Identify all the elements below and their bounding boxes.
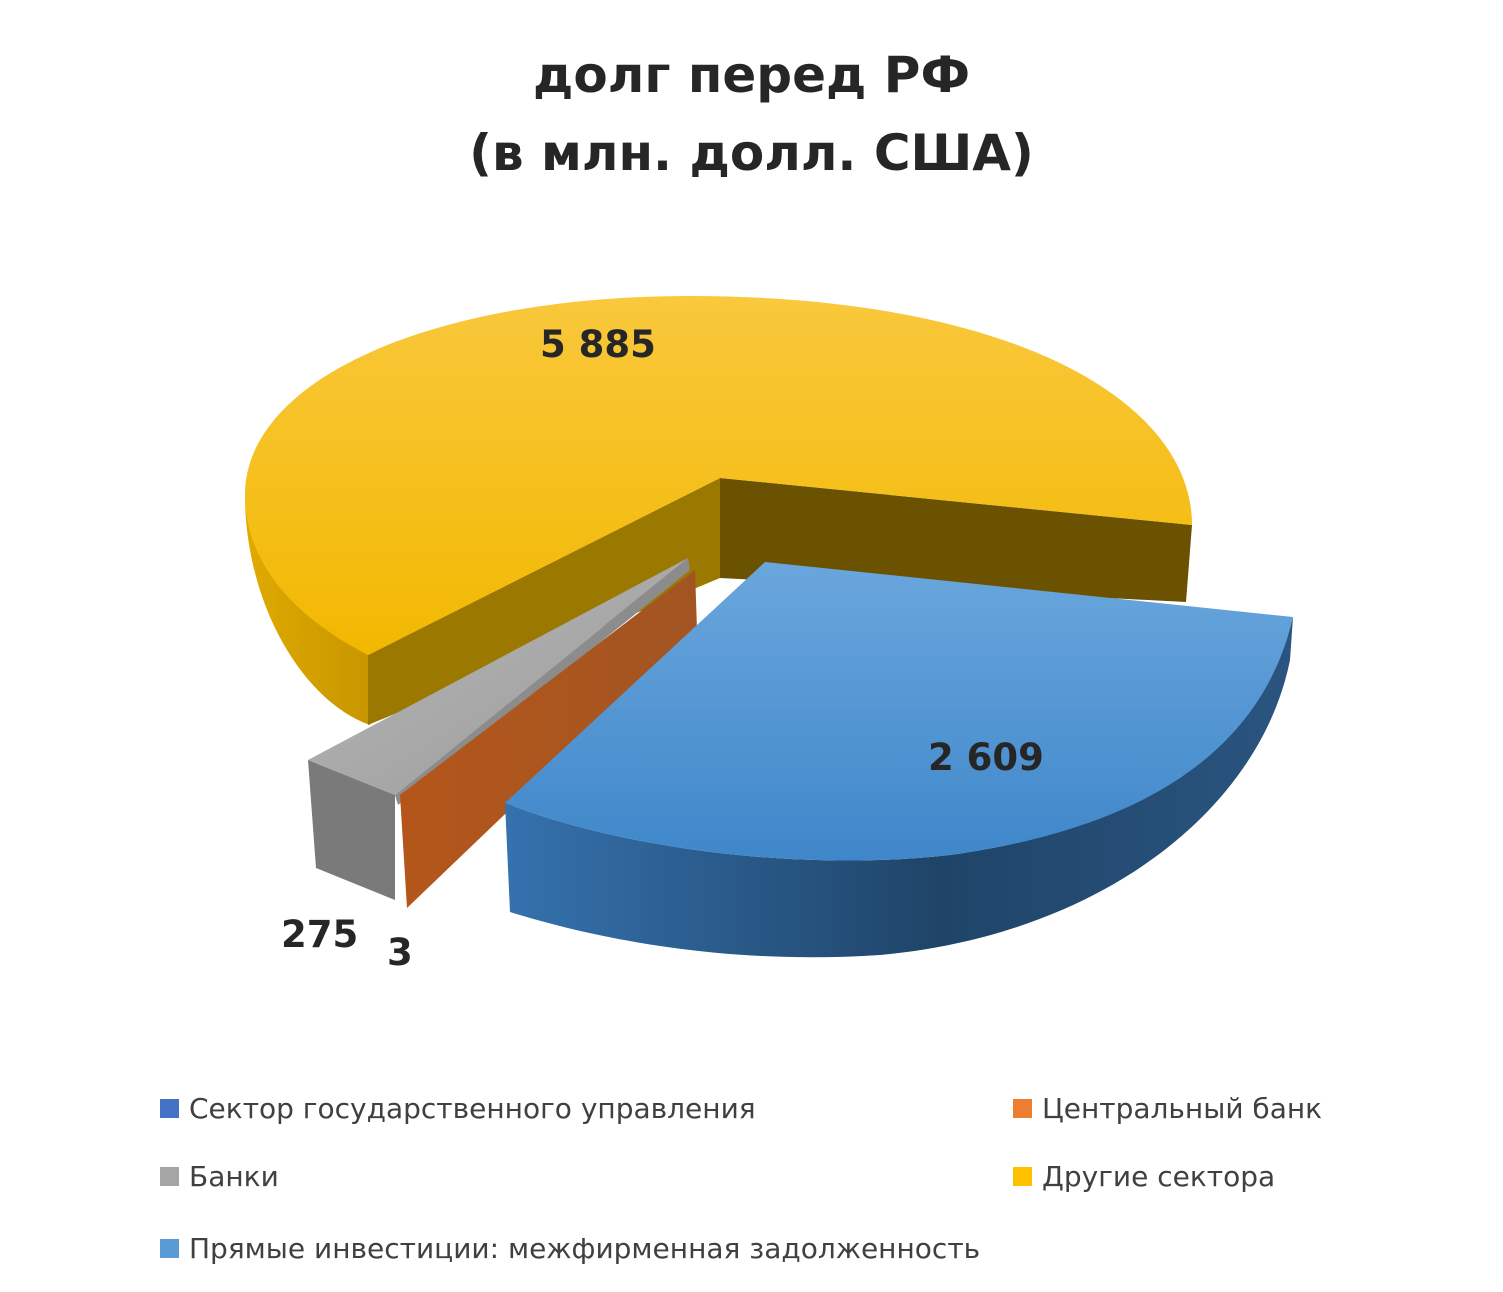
legend-item-sektor-gosupravleniya: Сектор государственного управления [160, 1088, 756, 1128]
legend-label-sektor-gosupravleniya: Сектор государственного управления [189, 1091, 756, 1125]
chart-subtitle-line: (в млн. долл. США) [469, 124, 1034, 182]
pie-slice-pryamye-investicii [505, 562, 1293, 958]
legend-swatch-drugie-sektora [1013, 1166, 1032, 1186]
legend-swatch-banki [160, 1166, 179, 1186]
legend-label-centralnyi-bank: Центральный банк [1042, 1091, 1323, 1125]
legend-item-centralnyi-bank: Центральный банк [1013, 1088, 1322, 1128]
pie-slice-drugie-sektora-inner-wall-front [368, 478, 720, 725]
chart-title: долг перед РФ (в млн. долл. США) [0, 36, 1503, 192]
pie-slice-centralnyi-bank [400, 570, 697, 908]
legend-item-drugie-sektora: Другие сектора [1013, 1156, 1275, 1196]
pie-slice-pryamye-investicii-outer-wall [505, 617, 1293, 958]
pie-slice-drugie-sektora-top [245, 296, 1192, 655]
legend-label-pryamye-investicii: Прямые инвестиции: межфирменная задолжен… [189, 1231, 981, 1265]
data-label-pryamye-investicii: 2 609 [928, 736, 1044, 779]
legend-item-banki: Банки [160, 1156, 279, 1196]
data-label-centralnyi-bank: 3 [387, 931, 413, 974]
legend-swatch-sektor-gosupravleniya [160, 1098, 179, 1118]
pie-slice-pryamye-investicii-top [505, 562, 1293, 861]
legend-swatch-centralnyi-bank [1013, 1098, 1032, 1118]
data-label-banki: 275 [281, 913, 358, 956]
pie-slice-banki-top [308, 558, 688, 795]
chart-legend: Сектор государственного управления Центр… [160, 1088, 1400, 1278]
data-label-drugie-sektora: 5 885 [540, 323, 656, 366]
legend-label-drugie-sektora: Другие сектора [1042, 1159, 1276, 1193]
legend-item-pryamye-investicii: Прямые инвестиции: межфирменная задолжен… [160, 1228, 980, 1268]
pie-slice-centralnyi-bank-wall [400, 570, 697, 908]
chart-title-line: долг перед РФ [532, 46, 971, 104]
legend-swatch-pryamye-investicii [160, 1238, 179, 1258]
legend-label-banki: Банки [189, 1159, 279, 1193]
pie-slice-banki-wall [308, 760, 395, 900]
